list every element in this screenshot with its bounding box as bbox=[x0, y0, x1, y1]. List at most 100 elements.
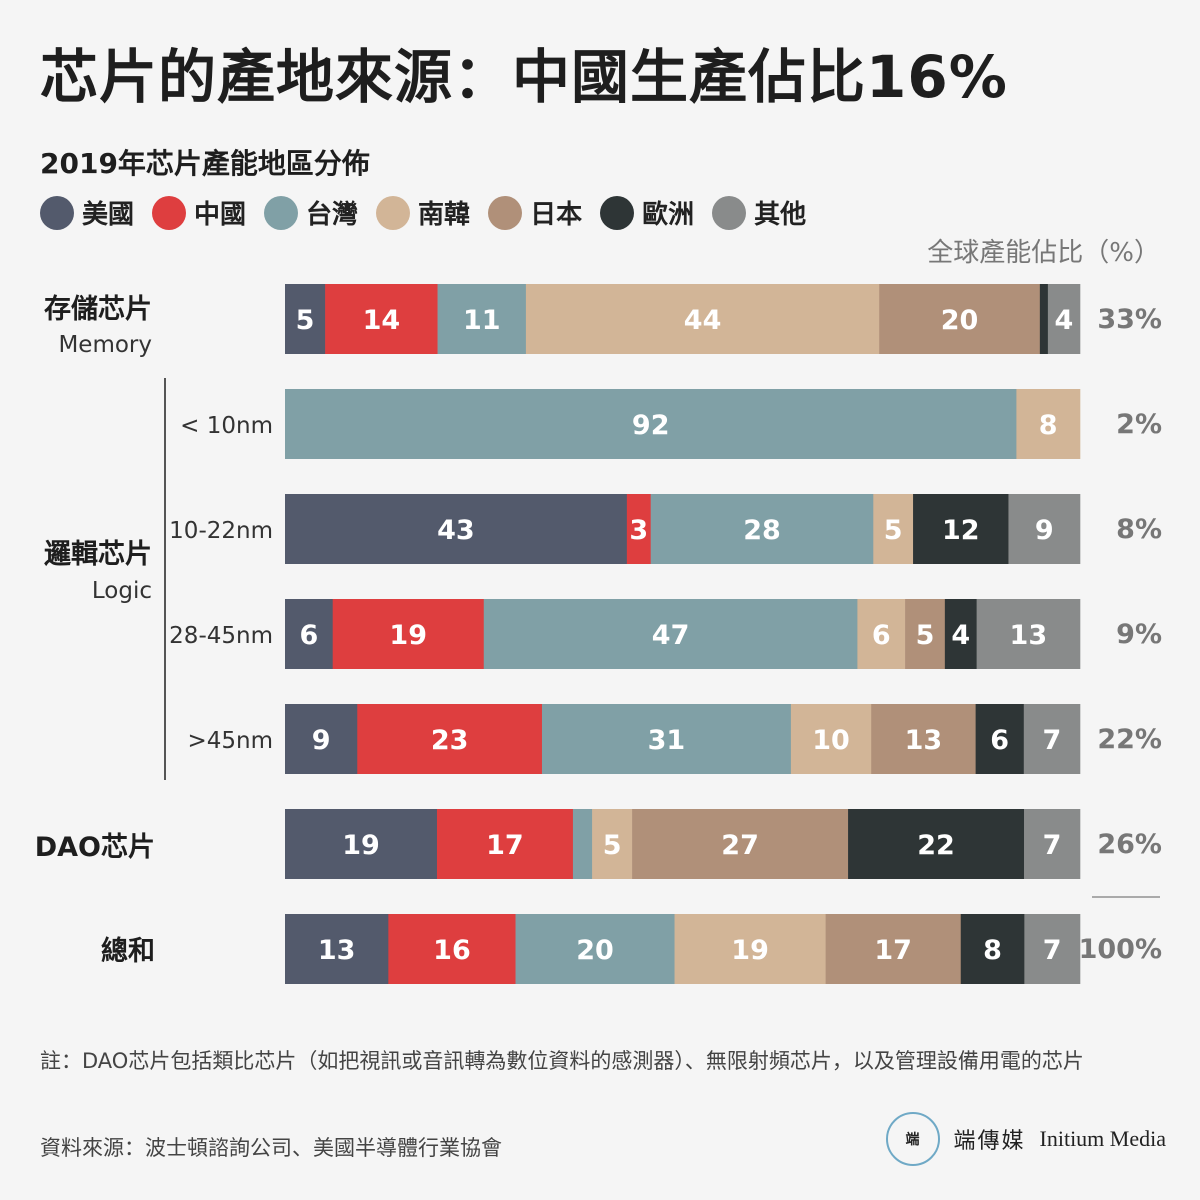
bar-segment bbox=[437, 284, 527, 354]
bar-segment bbox=[388, 914, 516, 984]
share-value: 26% bbox=[1097, 829, 1162, 860]
data-label: 20 bbox=[576, 935, 614, 966]
share-value: 33% bbox=[1097, 304, 1162, 335]
footnote: 註：DAO芯片包括類比芯片（如把視訊或音訊轉為數位資料的感測器）、無限射頻芯片，… bbox=[40, 1049, 1084, 1073]
legend-label: 台灣 bbox=[306, 200, 359, 230]
bar-segment bbox=[525, 284, 880, 354]
data-label: 5 bbox=[884, 515, 903, 546]
group-sublabel: Memory bbox=[58, 332, 152, 358]
group-sublabel: Logic bbox=[92, 578, 152, 604]
group-label: DAO芯片 bbox=[35, 832, 155, 863]
bar-segment bbox=[976, 599, 1081, 669]
legend-item: 歐洲 bbox=[600, 194, 694, 231]
row-label: < 10nm bbox=[180, 413, 273, 439]
data-label: 14 bbox=[363, 305, 401, 336]
legend-label: 中國 bbox=[194, 200, 247, 230]
bar-segment bbox=[285, 914, 389, 984]
bar-segment bbox=[975, 704, 1025, 774]
data-label: 3 bbox=[629, 515, 648, 546]
legend-item: 美國 bbox=[40, 194, 134, 231]
bar-segment bbox=[632, 809, 849, 879]
legend-label: 日本 bbox=[530, 200, 583, 230]
data-label: 7 bbox=[1043, 935, 1062, 966]
bar-segment bbox=[873, 494, 914, 564]
data-label: 17 bbox=[486, 830, 524, 861]
share-value: 2% bbox=[1116, 409, 1162, 440]
data-label: 16 bbox=[433, 935, 471, 966]
brand-logo-icon: 端 bbox=[885, 1112, 940, 1166]
total-divider bbox=[1092, 896, 1160, 898]
legend-swatch bbox=[40, 195, 74, 230]
legend-swatch bbox=[488, 195, 523, 230]
bar-segment bbox=[325, 284, 438, 354]
bar-segment bbox=[1016, 389, 1081, 459]
bar-segment bbox=[541, 704, 792, 774]
group-label: 總和 bbox=[101, 935, 155, 967]
legend-label: 美國 bbox=[82, 200, 135, 230]
legend-item: 日本 bbox=[488, 194, 582, 231]
data-label: 23 bbox=[431, 725, 469, 756]
data-label: 13 bbox=[905, 725, 943, 756]
bar-segment bbox=[285, 494, 628, 564]
data-label: 5 bbox=[296, 305, 315, 336]
data-label: 8 bbox=[983, 935, 1002, 966]
data-label: 4 bbox=[951, 620, 970, 651]
data-label: 47 bbox=[652, 620, 690, 651]
bar-segment bbox=[357, 704, 543, 774]
data-label: 19 bbox=[731, 935, 769, 966]
legend: 美國 中國 台灣 南韓 日本 歐洲 其他 bbox=[40, 194, 806, 231]
bar-segment bbox=[848, 809, 1025, 879]
legend-swatch bbox=[600, 195, 635, 230]
data-label: 7 bbox=[1043, 830, 1062, 861]
data-label: 19 bbox=[342, 830, 380, 861]
share-value: 100% bbox=[1079, 934, 1162, 965]
brand: 端 端傳媒 Initium Media bbox=[885, 1112, 1166, 1166]
legend-item: 台灣 bbox=[264, 194, 358, 231]
bar-segment bbox=[592, 809, 633, 879]
data-label: 44 bbox=[684, 305, 722, 336]
row-label: 10-22nm bbox=[169, 518, 273, 544]
bar-segment bbox=[1039, 284, 1049, 354]
bar-segment bbox=[960, 914, 1025, 984]
bar-segment bbox=[626, 494, 651, 564]
legend-swatch bbox=[152, 195, 187, 230]
bar-segment bbox=[332, 599, 485, 669]
legend-item: 南韓 bbox=[376, 194, 470, 231]
data-label: 27 bbox=[721, 830, 759, 861]
bar-segment bbox=[483, 599, 858, 669]
data-label: 6 bbox=[990, 725, 1009, 756]
bar-segment bbox=[436, 809, 574, 879]
bar-segment bbox=[913, 494, 1009, 564]
bar-segment bbox=[857, 599, 906, 669]
bar-segment bbox=[790, 704, 872, 774]
row-label: >45nm bbox=[187, 728, 273, 754]
data-label: 10 bbox=[812, 725, 850, 756]
data-label: 13 bbox=[1010, 620, 1048, 651]
stacked-bar-chart: 5 14 11 44 20 4 33% 92 8 < 10nm 2% 43 3 28 5 12 9 10-22nm… bbox=[35, 284, 1162, 984]
data-label: 92 bbox=[632, 410, 670, 441]
data-label: 43 bbox=[437, 515, 475, 546]
bar-segment bbox=[905, 599, 946, 669]
bar-segment bbox=[1023, 704, 1081, 774]
data-label: 4 bbox=[1055, 305, 1074, 336]
bar-segment bbox=[285, 389, 1017, 459]
data-label: 17 bbox=[874, 935, 912, 966]
data-label: 11 bbox=[463, 305, 501, 336]
bar-segment bbox=[1024, 914, 1081, 984]
share-value: 8% bbox=[1116, 514, 1162, 545]
group-label: 存儲芯片 bbox=[44, 294, 152, 325]
bar-segment bbox=[285, 809, 438, 879]
bar-segment bbox=[879, 284, 1041, 354]
share-value: 9% bbox=[1116, 619, 1162, 650]
legend-swatch bbox=[712, 195, 747, 230]
chart-subtitle: 2019年芯片產能地區分佈 bbox=[40, 147, 370, 180]
bar-segment bbox=[515, 914, 675, 984]
bar-segment bbox=[674, 914, 826, 984]
logic-group-bracket bbox=[164, 378, 166, 780]
bar-segment bbox=[1047, 284, 1081, 354]
legend-item: 其他 bbox=[712, 194, 806, 231]
data-label: 20 bbox=[941, 305, 979, 336]
data-label: 9 bbox=[312, 725, 331, 756]
legend-swatch bbox=[376, 195, 411, 230]
bar-segment bbox=[285, 599, 333, 669]
